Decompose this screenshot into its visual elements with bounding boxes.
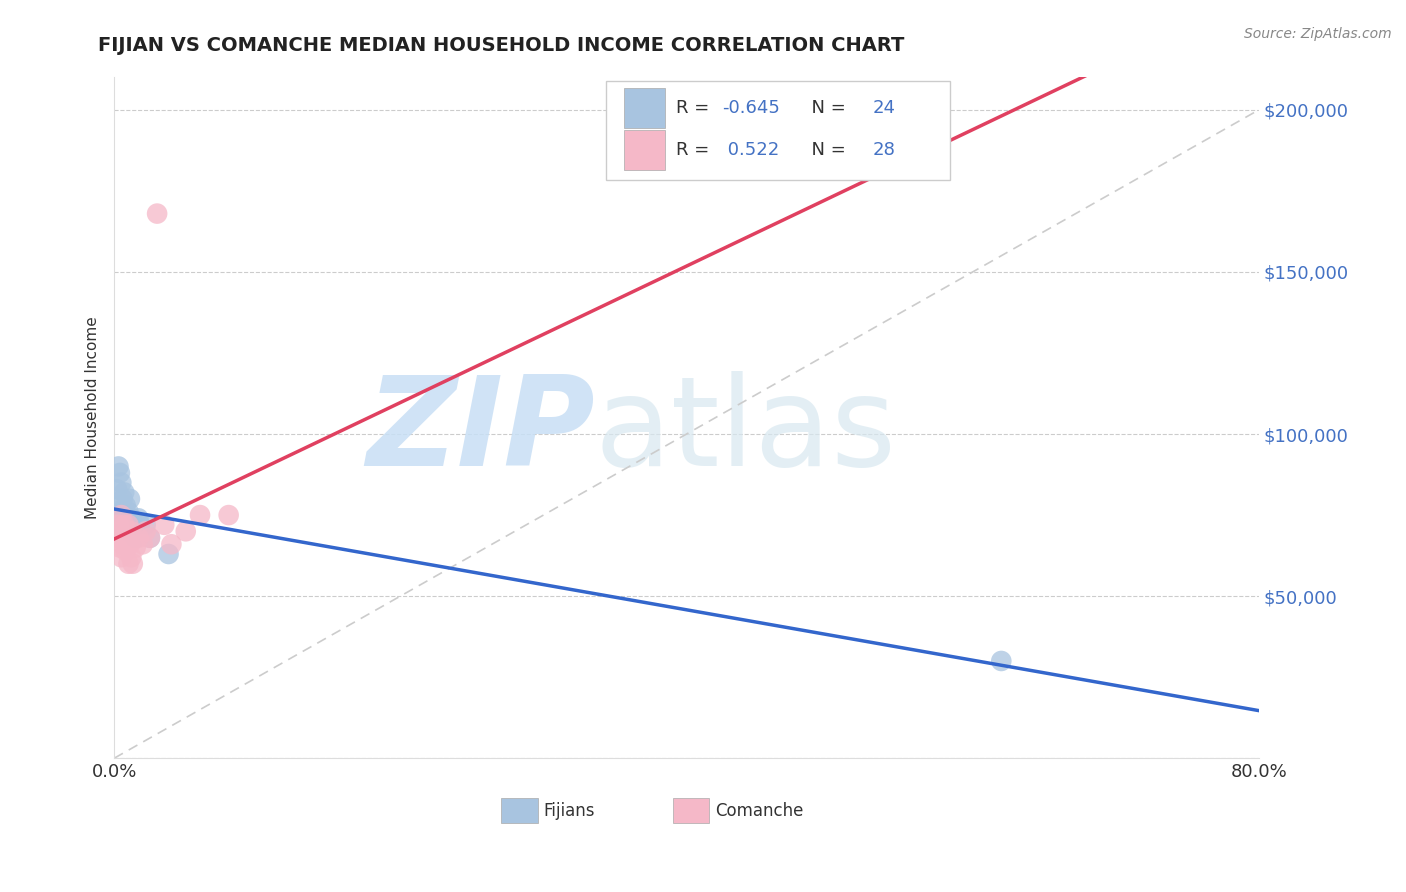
Point bbox=[110, 505, 132, 519]
Text: Source: ZipAtlas.com: Source: ZipAtlas.com bbox=[1244, 27, 1392, 41]
Point bbox=[105, 482, 128, 496]
Text: R =: R = bbox=[676, 99, 716, 117]
Point bbox=[118, 491, 141, 506]
Point bbox=[188, 508, 211, 522]
Point bbox=[108, 541, 131, 555]
Text: Fijians: Fijians bbox=[544, 802, 595, 820]
Point bbox=[115, 517, 138, 532]
Point bbox=[128, 511, 150, 525]
Point bbox=[160, 537, 183, 551]
Text: ZIP: ZIP bbox=[366, 371, 595, 492]
Point bbox=[128, 531, 150, 545]
Point bbox=[105, 531, 128, 545]
Point bbox=[117, 517, 139, 532]
Text: 28: 28 bbox=[873, 141, 896, 159]
Point bbox=[117, 524, 139, 539]
Point bbox=[112, 517, 135, 532]
Point bbox=[112, 485, 135, 500]
Point bbox=[157, 547, 180, 561]
Point bbox=[146, 206, 169, 220]
Point bbox=[107, 517, 129, 532]
Text: Comanche: Comanche bbox=[716, 802, 803, 820]
Text: R =: R = bbox=[676, 141, 716, 159]
FancyBboxPatch shape bbox=[673, 798, 710, 823]
Point bbox=[121, 557, 143, 571]
Point bbox=[135, 517, 157, 532]
Point bbox=[111, 531, 134, 545]
Text: N =: N = bbox=[800, 99, 851, 117]
Point bbox=[174, 524, 197, 539]
Text: FIJIAN VS COMANCHE MEDIAN HOUSEHOLD INCOME CORRELATION CHART: FIJIAN VS COMANCHE MEDIAN HOUSEHOLD INCO… bbox=[98, 36, 905, 54]
FancyBboxPatch shape bbox=[606, 81, 950, 179]
Point bbox=[110, 550, 132, 565]
Point bbox=[115, 531, 138, 545]
Point bbox=[124, 541, 146, 555]
Point bbox=[117, 557, 139, 571]
Point bbox=[111, 517, 134, 532]
Y-axis label: Median Household Income: Median Household Income bbox=[86, 317, 100, 519]
Point bbox=[120, 524, 142, 539]
Point bbox=[114, 543, 136, 558]
Text: 0.522: 0.522 bbox=[723, 141, 779, 159]
Point bbox=[120, 550, 142, 565]
Text: atlas: atlas bbox=[595, 371, 897, 492]
Text: -0.645: -0.645 bbox=[723, 99, 780, 117]
Point bbox=[117, 505, 139, 519]
Point bbox=[107, 459, 129, 474]
Point bbox=[110, 508, 132, 522]
Point bbox=[108, 524, 131, 539]
Point bbox=[111, 537, 134, 551]
Point bbox=[110, 475, 132, 490]
Text: N =: N = bbox=[800, 141, 851, 159]
Point bbox=[108, 499, 131, 513]
Point bbox=[112, 511, 135, 525]
Point bbox=[118, 537, 141, 551]
Point bbox=[132, 537, 155, 551]
Point bbox=[124, 531, 146, 545]
Point bbox=[121, 517, 143, 532]
Point bbox=[139, 531, 162, 545]
Point bbox=[108, 466, 131, 480]
FancyBboxPatch shape bbox=[623, 87, 665, 128]
Point bbox=[111, 491, 134, 506]
Text: 24: 24 bbox=[873, 99, 896, 117]
FancyBboxPatch shape bbox=[501, 798, 537, 823]
Point bbox=[129, 517, 152, 532]
Point bbox=[990, 654, 1012, 668]
Point bbox=[135, 524, 157, 539]
Point bbox=[139, 531, 162, 545]
Point bbox=[153, 517, 176, 532]
Point bbox=[114, 499, 136, 513]
Point bbox=[120, 511, 142, 525]
Point bbox=[218, 508, 240, 522]
FancyBboxPatch shape bbox=[623, 130, 665, 170]
